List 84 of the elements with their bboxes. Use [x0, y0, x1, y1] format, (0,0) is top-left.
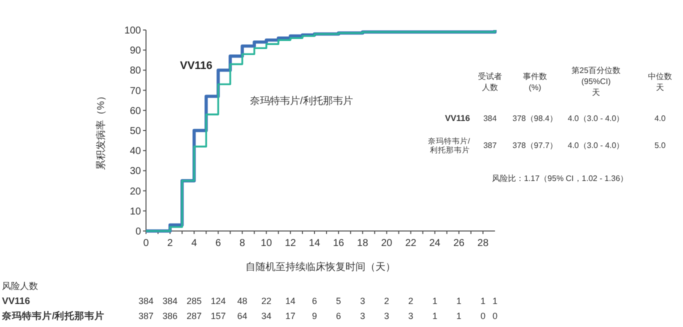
x-tick-label: 22: [405, 238, 417, 249]
text: 6: [336, 311, 342, 321]
x-axis-title: 自随机至持续临床恢复时间（天）: [246, 261, 396, 273]
text: 2: [408, 296, 414, 306]
text: 4.0（3.0 - 4.0）: [568, 114, 624, 123]
text: 9: [312, 311, 317, 321]
text: 0: [480, 311, 486, 321]
text: 4.0: [654, 114, 666, 123]
text: 奈玛特韦片/利托那韦片: [1, 310, 105, 322]
x-tick-label: 0: [143, 238, 150, 249]
y-tick-label: 100: [124, 26, 142, 36]
series-label: VV116: [180, 60, 212, 72]
text: 1: [432, 296, 438, 306]
text: 48: [237, 296, 248, 306]
text: 285: [186, 296, 202, 306]
text: 1: [432, 311, 438, 321]
text: 2: [384, 296, 390, 306]
text: 1: [480, 296, 486, 306]
x-tick-label: 4: [191, 238, 198, 249]
text: VV116: [2, 296, 30, 307]
text: 5.0: [654, 141, 666, 150]
text: (95%CI): [581, 77, 612, 86]
text: 14: [285, 296, 296, 306]
y-tick-label: 40: [130, 146, 142, 158]
text: 奈玛特韦片/利托那韦片: [250, 95, 353, 107]
text: 3: [408, 311, 414, 321]
text: 387: [138, 311, 154, 321]
text: 3: [384, 311, 390, 321]
text: 5: [336, 296, 342, 306]
y-tick-label: 50: [130, 126, 142, 137]
text: 天: [592, 88, 600, 97]
x-tick-label: 6: [215, 238, 222, 249]
x-tick-label: 14: [308, 238, 320, 249]
text: 3: [360, 311, 366, 321]
x-tick-label: 12: [284, 238, 296, 249]
text: 386: [162, 311, 178, 321]
annotation: VV116: [444, 113, 470, 123]
y-axis-title: 累积发病率（%）: [95, 91, 107, 170]
text: 287: [186, 311, 202, 321]
y-tick-label: 80: [130, 66, 142, 77]
text: 384: [138, 296, 154, 306]
text: 1: [492, 296, 498, 306]
text: 64: [237, 311, 248, 321]
text: 157: [210, 311, 226, 321]
text: 22: [261, 296, 272, 306]
y-tick-label: 20: [130, 186, 142, 198]
y-tick-label: 90: [130, 46, 142, 57]
annotation: 384: [483, 114, 498, 123]
text: 天: [656, 83, 664, 92]
text: 3: [360, 296, 366, 306]
text: 1: [456, 311, 462, 321]
annotation: 人数: [482, 83, 498, 92]
text: 风险人数: [2, 281, 38, 291]
annotation: 387: [483, 141, 498, 150]
text: 378（98.4）: [512, 114, 558, 123]
text: 378（97.7）: [512, 141, 558, 150]
x-tick-label: 26: [453, 238, 465, 249]
y-tick-label: 70: [130, 86, 142, 97]
x-tick-label: 8: [239, 238, 246, 249]
text: (%): [528, 83, 542, 92]
annotation: 受试者: [478, 72, 502, 81]
text: 384: [162, 296, 178, 306]
text: 4.0（3.0 - 4.0）: [568, 141, 624, 150]
x-tick-label: 10: [260, 238, 272, 249]
text: 第25百分位数: [572, 66, 620, 75]
text: 34: [261, 311, 272, 321]
annotation: 风险比：1.17（95% CI，1.02 - 1.36）: [492, 174, 628, 183]
x-tick-label: 24: [429, 238, 441, 249]
text: 124: [210, 296, 226, 306]
y-tick-label: 0: [135, 226, 142, 238]
text: 17: [285, 311, 296, 321]
x-tick-label: 28: [477, 238, 489, 249]
text: 中位数: [648, 72, 672, 81]
x-tick-label: 18: [357, 238, 369, 249]
x-tick-label: 2: [167, 238, 174, 249]
y-tick-label: 60: [130, 106, 142, 117]
x-tick-label: 16: [332, 238, 345, 249]
y-tick-label: 10: [130, 206, 142, 218]
text: 0: [492, 311, 498, 321]
text: 1: [456, 296, 462, 306]
x-tick-label: 20: [381, 238, 393, 249]
y-tick-label: 30: [130, 166, 142, 178]
text: 事件数: [523, 72, 547, 81]
text: 6: [312, 296, 317, 306]
